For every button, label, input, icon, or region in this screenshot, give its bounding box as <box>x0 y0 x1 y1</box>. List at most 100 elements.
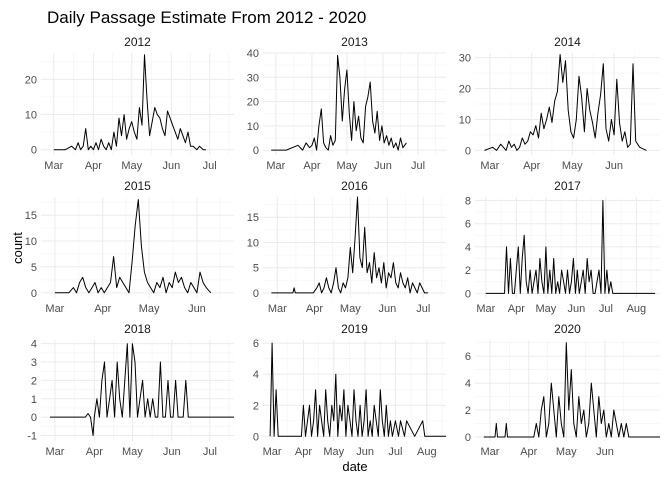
x-tick-label: Aug <box>627 303 647 315</box>
series-line-2015 <box>54 199 212 294</box>
facet-panel-2015: 2015 Mar Apr May Jun 0 5 10 15 <box>25 179 234 315</box>
y-tick-label: 20 <box>247 97 259 109</box>
x-tick-label: Apr <box>303 160 320 172</box>
x-tick-label: Mar <box>263 446 282 458</box>
facet-panel-2013: 2013 Mar Apr May Jun Jul 0 10 20 30 40 <box>247 35 446 172</box>
x-tick-label: Apr <box>85 160 102 172</box>
y-tick-label: 20 <box>459 84 471 96</box>
y-tick-label: 0 <box>31 288 37 300</box>
y-tick-label: 30 <box>247 72 259 84</box>
x-tick-label: Jul <box>203 446 217 458</box>
x-tick-label: Mar <box>45 446 64 458</box>
x-tick-label: Mar <box>480 160 499 172</box>
x-tick-label: Apr <box>94 303 111 315</box>
x-tick-label: Mar <box>481 446 500 458</box>
x-tick-label: May <box>340 303 361 315</box>
facet-strip-label: 2017 <box>554 179 581 193</box>
y-tick-label: 2 <box>465 265 471 277</box>
series-line-2016 <box>271 196 429 294</box>
x-tick-label: Jun <box>596 446 614 458</box>
y-tick-label: 2 <box>31 375 37 387</box>
y-tick-label: 0 <box>253 145 259 157</box>
y-tick-label: 20 <box>25 74 37 86</box>
series-line-2019 <box>269 342 446 437</box>
y-tick-label: 0 <box>253 431 259 443</box>
y-tick-label: 5 <box>253 263 259 275</box>
y-tick-label: 10 <box>459 114 471 126</box>
y-tick-label: 15 <box>247 212 259 224</box>
series-line-2020 <box>483 342 660 438</box>
x-tick-label: Jun <box>162 160 180 172</box>
y-tick-label: 0 <box>253 288 259 300</box>
series-line-2018 <box>49 343 234 436</box>
x-tick-label: Mar <box>45 303 64 315</box>
x-tick-label: Aug <box>417 446 437 458</box>
x-tick-label: May <box>139 303 160 315</box>
y-tick-label: 10 <box>247 121 259 133</box>
y-tick-label: 0 <box>465 145 471 157</box>
y-tick-label: 6 <box>465 219 471 231</box>
x-tick-label: Jun <box>374 160 392 172</box>
y-tick-label: 40 <box>247 48 259 60</box>
x-tick-label: Mar <box>44 160 63 172</box>
x-tick-label: Jun <box>605 160 623 172</box>
series-line-2012 <box>53 54 206 151</box>
x-tick-label: Jun <box>188 303 206 315</box>
y-tick-label: 4 <box>465 242 471 254</box>
chart-title: Daily Passage Estimate From 2012 - 2020 <box>47 8 366 27</box>
y-tick-label: -1 <box>27 430 37 442</box>
y-tick-label: 0 <box>31 145 37 157</box>
facet-strip-label: 2014 <box>554 35 581 49</box>
y-tick-label: 30 <box>459 53 471 65</box>
y-axis-label: count <box>10 232 25 264</box>
x-tick-label: May <box>535 303 556 315</box>
y-tick-label: 10 <box>25 236 37 248</box>
x-tick-label: Mar <box>476 303 495 315</box>
facet-strip-label: 2015 <box>124 179 151 193</box>
y-tick-label: 3 <box>31 357 37 369</box>
x-tick-label: Jul <box>416 303 430 315</box>
y-tick-label: 2 <box>465 405 471 417</box>
facet-strip-label: 2018 <box>124 322 151 336</box>
y-tick-label: 0 <box>465 288 471 300</box>
y-tick-label: 4 <box>31 339 37 351</box>
series-line-2013 <box>271 54 407 151</box>
x-tick-label: Jul <box>203 160 217 172</box>
y-tick-label: 5 <box>31 262 37 274</box>
y-tick-label: 0 <box>465 432 471 444</box>
y-tick-label: 1 <box>31 394 37 406</box>
x-tick-label: May <box>122 446 143 458</box>
y-tick-label: 0 <box>31 412 37 424</box>
x-tick-label: Apr <box>295 446 312 458</box>
facet-strip-label: 2020 <box>554 322 581 336</box>
x-tick-label: Jul <box>388 446 402 458</box>
x-tick-label: Apr <box>306 303 323 315</box>
y-tick-label: 8 <box>465 195 471 207</box>
y-tick-label: 10 <box>247 237 259 249</box>
x-tick-label: Jul <box>411 160 425 172</box>
series-line-2014 <box>484 54 647 151</box>
x-tick-label: May <box>337 160 358 172</box>
x-tick-label: Jun <box>379 303 397 315</box>
y-tick-label: 4 <box>253 369 259 381</box>
facet-panel-2019: 2019 Mar Apr May Jun Jul Aug 0 2 4 6 <box>253 322 446 458</box>
facet-strip-label: 2012 <box>124 35 151 49</box>
facet-panel-2012: 2012 Mar Apr May Jun Jul 0 10 20 <box>25 35 234 172</box>
facet-strip-label: 2013 <box>341 35 368 49</box>
facet-panel-2014: 2014 Mar Apr May Jun 0 10 20 30 <box>459 35 660 172</box>
y-tick-label: 2 <box>253 400 259 412</box>
facet-strip-label: 2016 <box>341 179 368 193</box>
facet-panel-2020: 2020 Mar Apr May Jun 0 2 4 6 <box>465 322 660 458</box>
y-tick-label: 4 <box>465 378 471 390</box>
x-tick-label: Jul <box>599 303 613 315</box>
x-axis-label: date <box>342 459 367 474</box>
x-tick-label: Apr <box>520 446 537 458</box>
y-tick-label: 6 <box>253 338 259 350</box>
y-tick-label: 6 <box>465 351 471 363</box>
x-tick-label: Apr <box>86 446 103 458</box>
x-tick-label: Jun <box>163 446 181 458</box>
x-tick-label: Mar <box>268 303 287 315</box>
facet-panel-2018: 2018 Mar Apr May Jun Jul -1 0 1 2 3 4 <box>27 322 234 458</box>
